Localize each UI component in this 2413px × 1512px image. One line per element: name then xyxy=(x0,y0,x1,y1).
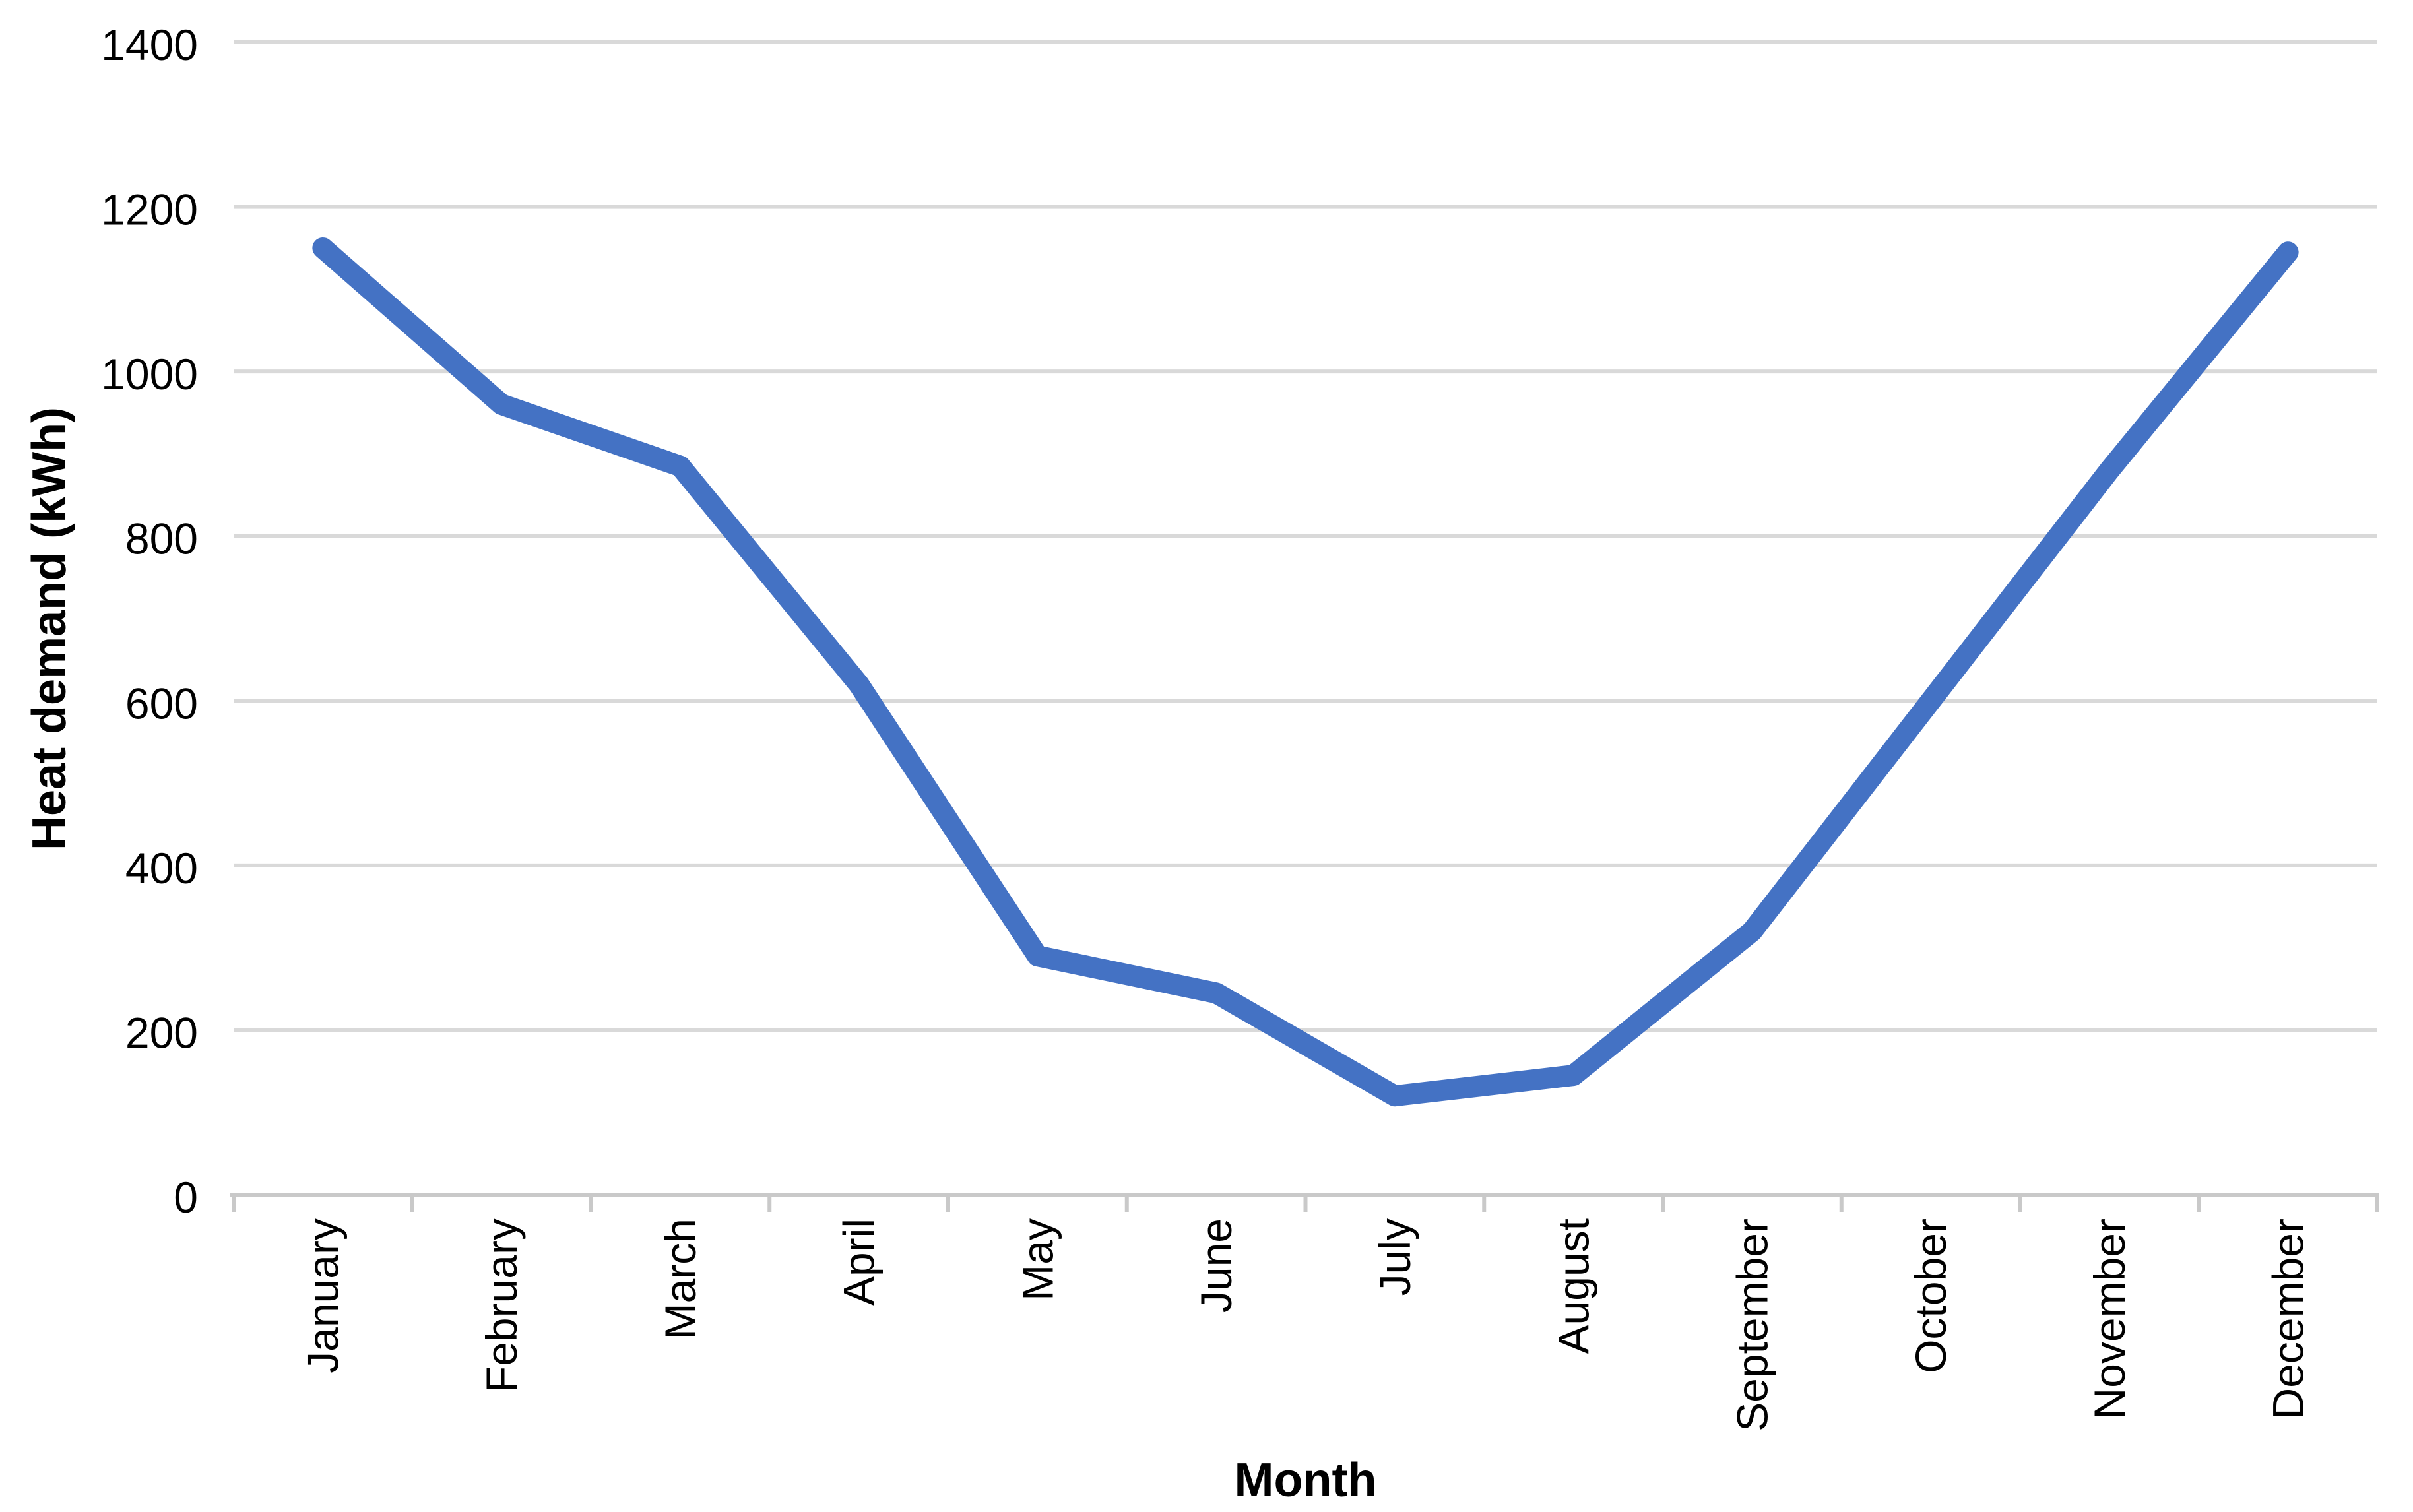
x-tick-label-november: November xyxy=(2085,1218,2134,1419)
x-tick-label-may: May xyxy=(1013,1218,1062,1301)
y-tick-label: 600 xyxy=(125,679,198,728)
x-tick-label-january: January xyxy=(298,1218,347,1373)
x-axis xyxy=(230,1193,2379,1212)
y-axis-title: Heat demand (kWh) xyxy=(23,407,76,850)
gridlines xyxy=(234,40,2377,1197)
x-tick-label-december: December xyxy=(2264,1218,2313,1419)
x-tick-label-august: August xyxy=(1549,1218,1598,1354)
y-tick-label: 1200 xyxy=(101,185,198,234)
y-tick-label: 800 xyxy=(125,515,198,563)
y-tick-label: 1000 xyxy=(101,350,198,398)
x-tick-label-march: March xyxy=(656,1218,705,1339)
x-tick-label-april: April xyxy=(835,1218,884,1306)
y-tick-label: 1400 xyxy=(101,20,198,69)
heat-demand-series-line xyxy=(312,237,2299,1107)
x-tick-label-june: June xyxy=(1192,1218,1240,1313)
x-axis-title: Month xyxy=(1235,1454,1377,1507)
y-tick-label: 0 xyxy=(174,1173,198,1222)
x-tick-labels: January February March April May June July Augu… xyxy=(298,1218,2312,1432)
x-tick-label-october: October xyxy=(1906,1218,1955,1373)
y-tick-labels: 0 200 400 600 800 1000 1200 1400 xyxy=(101,20,198,1222)
y-tick-label: 400 xyxy=(125,844,198,893)
x-tick-label-july: July xyxy=(1370,1218,1419,1296)
x-tick-label-february: February xyxy=(477,1218,526,1393)
x-tick-label-september: September xyxy=(1727,1218,1776,1432)
y-tick-label: 200 xyxy=(125,1008,198,1057)
